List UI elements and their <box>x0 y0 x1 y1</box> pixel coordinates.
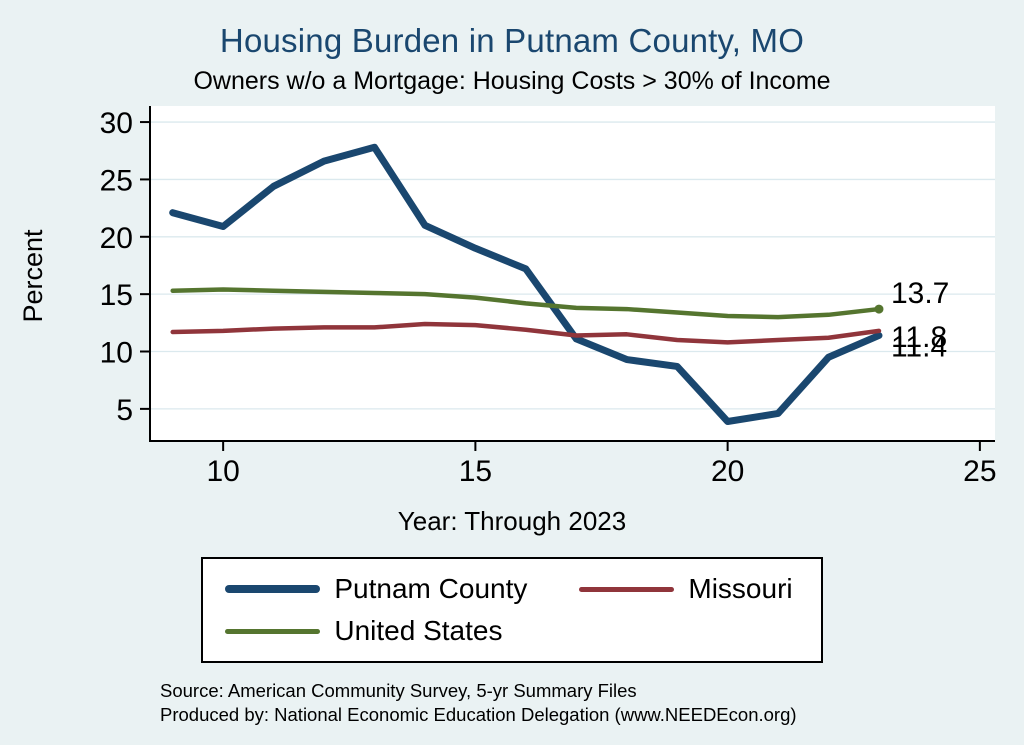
legend: Putnam County Missouri United States <box>201 557 823 663</box>
x-tick-label: 20 <box>711 455 744 488</box>
end-value-label: 11.4 <box>891 330 947 363</box>
y-axis-title: Percent <box>18 229 48 323</box>
legend-label-united-states: United States <box>334 615 503 646</box>
series-lines <box>169 143 884 425</box>
legend-item-united-states: United States <box>225 615 527 647</box>
y-tick-label: 25 <box>100 164 133 197</box>
x-axis-title: Year: Through 2023 <box>397 506 627 536</box>
legend-label-putnam-county: Putnam County <box>334 573 528 604</box>
plot-background <box>150 106 995 441</box>
source-line: Source: American Community Survey, 5-yr … <box>160 680 637 701</box>
legend-item-putnam-county: Putnam County <box>225 573 527 605</box>
end-value-label: 11.8 <box>891 321 947 354</box>
y-tick-label: 10 <box>100 337 133 370</box>
missouri-line-swatch <box>579 586 675 592</box>
axes <box>140 106 995 451</box>
producer-line: Produced by: National Economic Education… <box>160 703 797 725</box>
chart-subtitle: Owners w/o a Mortgage: Housing Costs > 3… <box>193 67 831 95</box>
x-tick-label: 15 <box>459 455 492 488</box>
series-line-missouri <box>170 321 882 345</box>
y-tick-label: 5 <box>116 394 133 427</box>
chart-title: Housing Burden in Putnam County, MO <box>219 22 805 59</box>
series-line-putnam-county <box>169 143 883 425</box>
line-chart: 5 10 15 20 25 30 10 15 20 25 13.7 11.811.4 Percent <box>18 106 997 488</box>
legend-label-missouri: Missouri <box>688 573 793 604</box>
y-tick-label: 30 <box>100 107 133 140</box>
x-tick-label: 25 <box>963 455 996 488</box>
series-end-marker <box>874 304 884 314</box>
putnam-county-line-swatch <box>225 585 321 593</box>
x-tick-label: 10 <box>206 455 239 488</box>
source-note: Source: American Community Survey, 5-yr … <box>160 679 1024 726</box>
tick-labels: 5 10 15 20 25 30 10 15 20 25 <box>100 107 997 488</box>
series-line-united-states <box>170 287 882 320</box>
united-states-line-swatch <box>225 628 321 634</box>
end-value-label: 13.7 <box>891 277 949 310</box>
legend-item-missouri: Missouri <box>579 573 793 605</box>
y-tick-label: 20 <box>100 222 133 255</box>
end-value-labels: 13.7 11.811.4 <box>891 277 949 363</box>
y-tick-label: 15 <box>100 279 133 312</box>
